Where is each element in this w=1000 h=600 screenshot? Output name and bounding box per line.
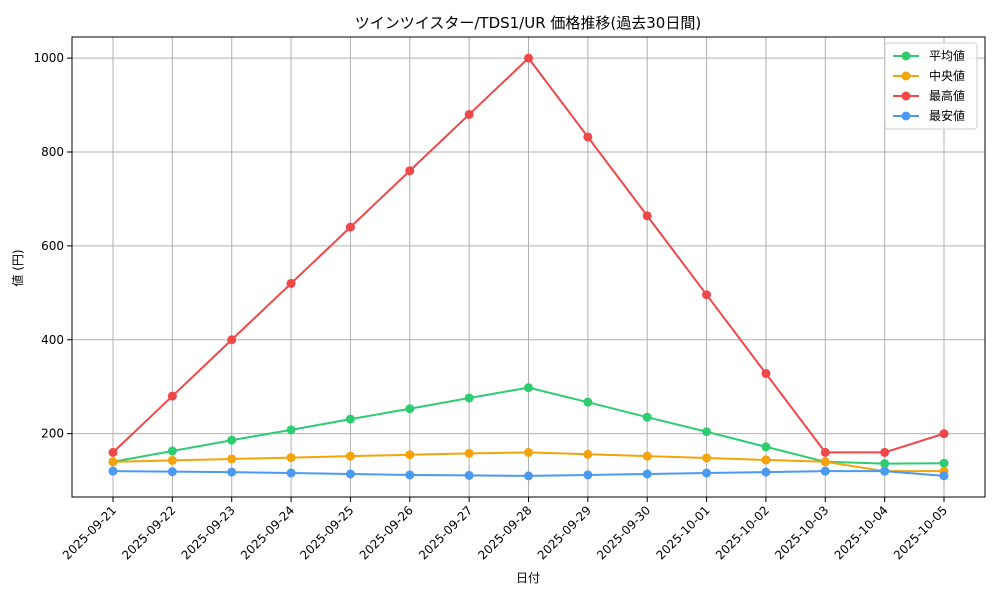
- data-point: [820, 447, 830, 457]
- series-2: [108, 53, 949, 457]
- data-point: [286, 453, 296, 463]
- series-layer: [108, 53, 949, 481]
- data-point: [761, 455, 771, 465]
- data-point: [939, 458, 949, 468]
- legend-label: 最安値: [929, 108, 965, 123]
- data-point: [642, 469, 652, 479]
- data-point: [583, 470, 593, 480]
- data-point: [880, 459, 890, 469]
- data-point: [464, 448, 474, 458]
- data-point: [286, 278, 296, 288]
- series-0: [108, 383, 949, 469]
- data-point: [108, 466, 118, 476]
- data-point: [880, 447, 890, 457]
- y-tick-label: 600: [41, 239, 64, 253]
- legend-label: 平均値: [929, 48, 965, 63]
- legend-item: 平均値: [893, 48, 965, 63]
- data-point: [761, 369, 771, 379]
- data-point: [761, 442, 771, 452]
- legend-label: 最高値: [929, 88, 965, 103]
- data-point: [583, 449, 593, 459]
- data-point: [464, 109, 474, 119]
- series-3: [108, 466, 949, 481]
- data-point: [583, 397, 593, 407]
- y-tick-label: 200: [41, 427, 64, 441]
- legend-box: [884, 42, 978, 130]
- data-point: [227, 454, 237, 464]
- data-point: [464, 393, 474, 403]
- data-point: [227, 467, 237, 477]
- data-point: [939, 429, 949, 439]
- data-point: [405, 450, 415, 460]
- data-point: [524, 383, 533, 393]
- data-point: [939, 471, 949, 481]
- chart-title: ツインツイスター/TDS1/UR 価格推移(過去30日間): [355, 14, 701, 32]
- data-point: [820, 457, 830, 467]
- legend-marker: [901, 111, 911, 121]
- data-point: [702, 453, 712, 463]
- data-point: [761, 467, 771, 477]
- legend-marker: [901, 71, 911, 81]
- data-point: [702, 290, 712, 300]
- y-tick-label: 400: [41, 333, 64, 347]
- data-point: [405, 166, 415, 176]
- data-point: [345, 414, 355, 424]
- data-point: [464, 470, 474, 480]
- data-point: [227, 335, 237, 345]
- data-point: [880, 466, 890, 476]
- y-axis-label: 値 (円): [10, 249, 25, 286]
- data-point: [642, 412, 652, 422]
- legend-item: 最安値: [893, 108, 965, 123]
- y-tick-label: 1000: [33, 51, 64, 65]
- data-point: [524, 447, 533, 457]
- data-point: [642, 211, 652, 221]
- data-point: [108, 457, 118, 467]
- data-point: [820, 466, 830, 476]
- data-point: [345, 222, 355, 232]
- data-point: [286, 425, 296, 435]
- data-point: [167, 467, 177, 477]
- y-tick-label: 800: [41, 145, 64, 159]
- legend-marker: [901, 51, 911, 61]
- data-point: [167, 391, 177, 401]
- data-point: [227, 435, 237, 445]
- data-point: [286, 468, 296, 478]
- x-axis-label: 日付: [516, 571, 540, 585]
- grid: [72, 37, 985, 497]
- data-point: [583, 132, 593, 142]
- legend-label: 中央値: [929, 68, 965, 83]
- data-point: [524, 471, 533, 481]
- data-point: [702, 468, 712, 478]
- legend-marker: [901, 91, 911, 101]
- data-point: [167, 455, 177, 465]
- data-point: [108, 447, 118, 457]
- data-point: [524, 53, 533, 63]
- legend-item: 最高値: [893, 88, 965, 103]
- data-point: [345, 451, 355, 461]
- data-point: [702, 427, 712, 437]
- data-point: [642, 451, 652, 461]
- data-point: [167, 446, 177, 456]
- data-point: [405, 470, 415, 480]
- legend-item: 中央値: [893, 68, 965, 83]
- data-point: [405, 404, 415, 414]
- data-point: [345, 469, 355, 479]
